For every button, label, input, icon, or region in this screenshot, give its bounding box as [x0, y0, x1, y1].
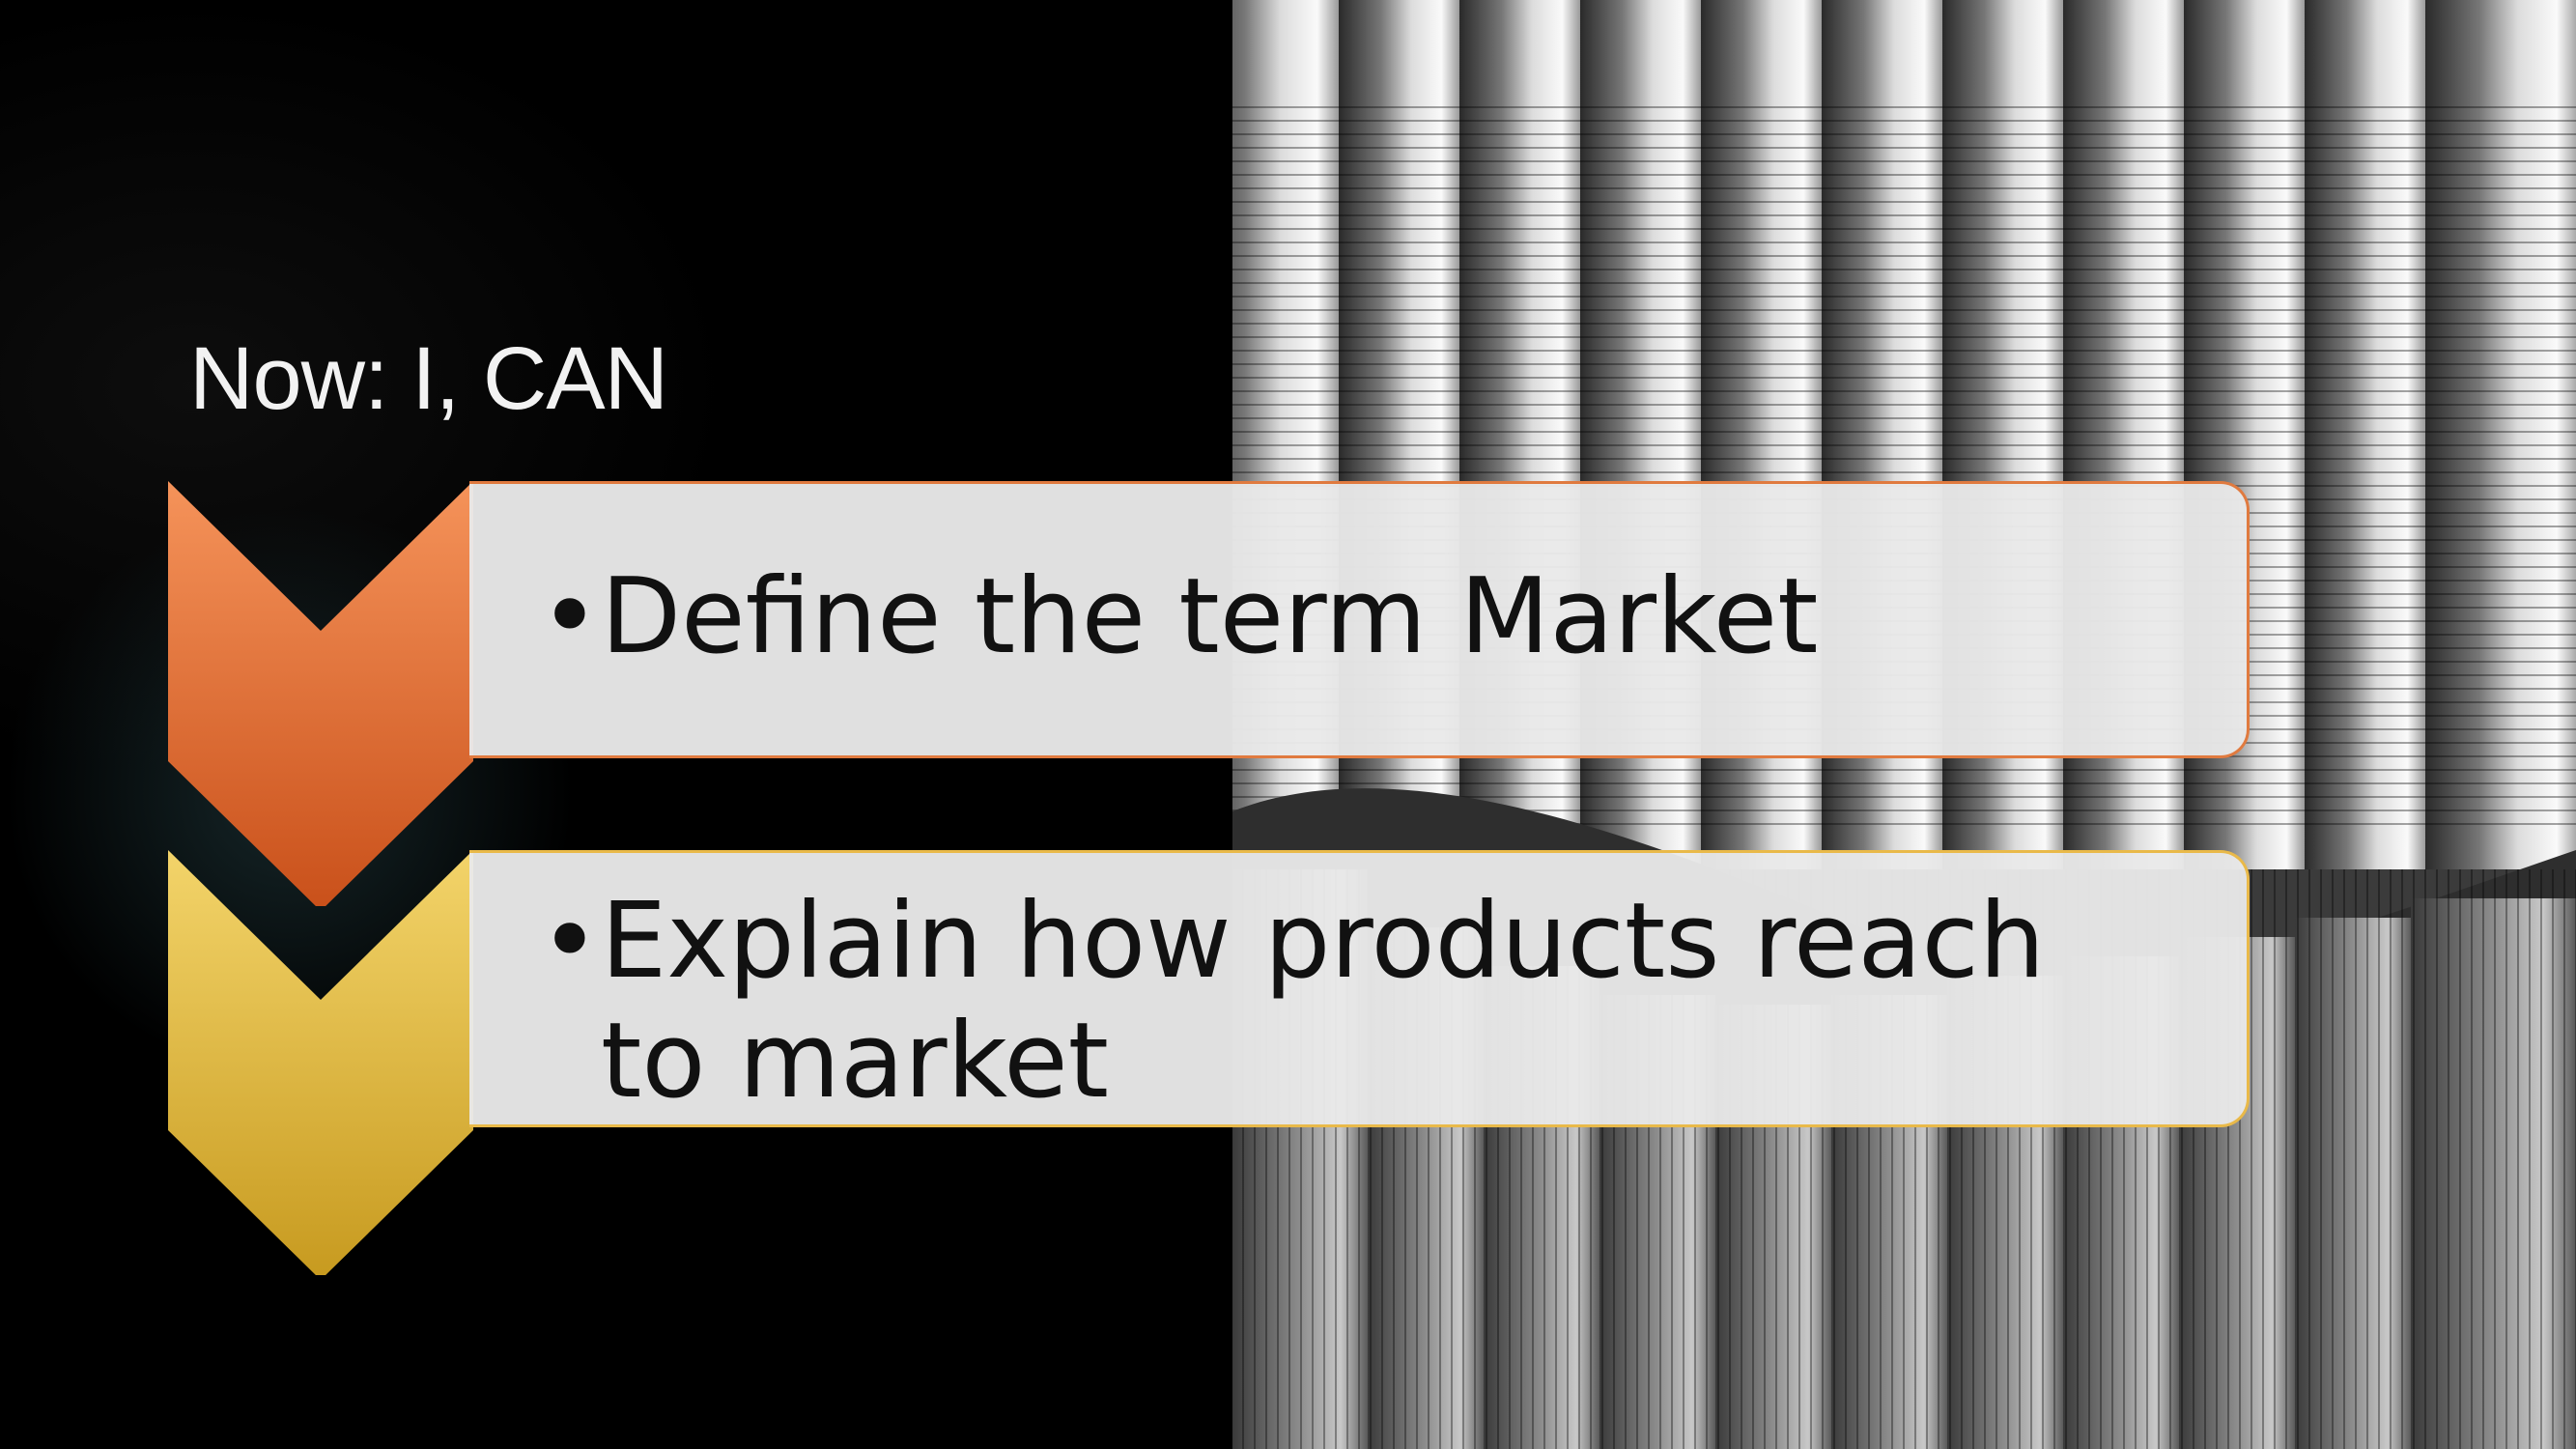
step-1-box: • Define the term Market: [469, 481, 2250, 758]
bullet-icon: •: [539, 881, 601, 1002]
step-1-bullet: • Define the term Market: [533, 557, 2169, 677]
orange-chevron-icon: [168, 481, 473, 906]
step-2-text: Explain how products reach to market: [601, 881, 2112, 1122]
yellow-chevron-icon: [168, 850, 473, 1275]
step-2-bullet: • Explain how products reach to market: [533, 882, 2169, 1122]
step-2-box: • Explain how products reach to market: [469, 850, 2250, 1127]
slide-title: Now: I, CAN: [189, 329, 668, 428]
step-1-text: Define the term Market: [601, 556, 1819, 677]
bullet-icon: •: [539, 556, 601, 677]
